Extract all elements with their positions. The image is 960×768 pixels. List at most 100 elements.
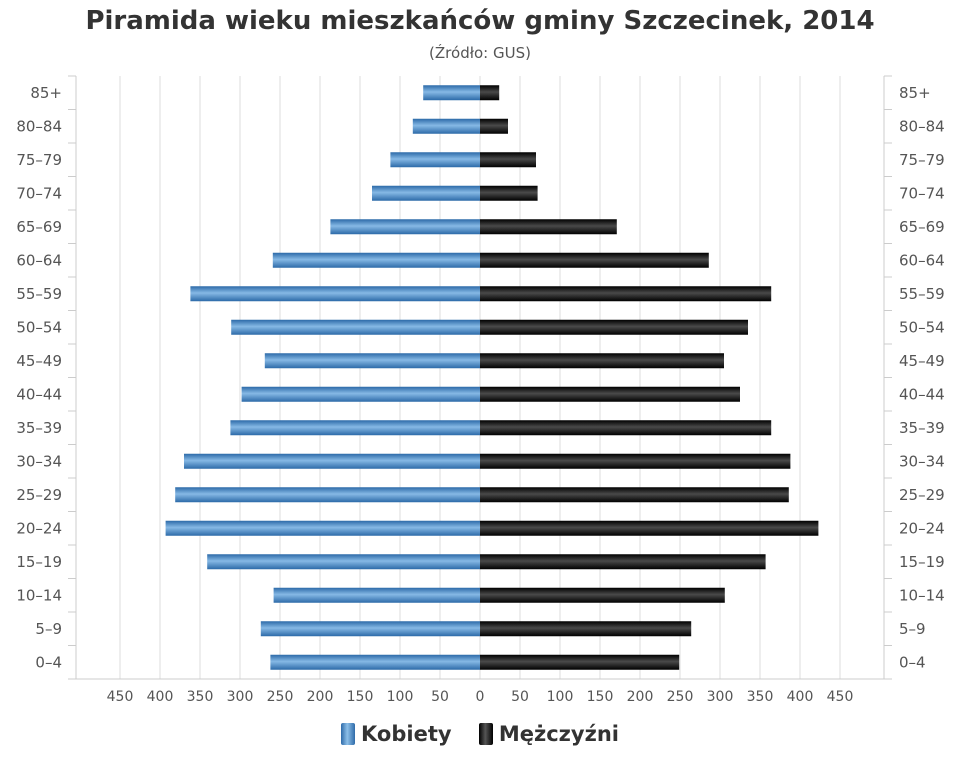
category-label-right: 0–4 [899, 653, 926, 671]
category-label-right: 40–44 [899, 385, 945, 403]
category-label-right: 55–59 [899, 285, 945, 303]
category-label-left: 30–34 [16, 452, 62, 470]
bar-mezczyzni [480, 654, 680, 670]
category-label-left: 50–54 [16, 318, 62, 336]
x-tick-label: 400 [787, 689, 814, 705]
bar-kobiety [272, 252, 480, 268]
category-label-left: 40–44 [16, 385, 62, 403]
bar-mezczyzni [480, 353, 724, 369]
category-label-left: 80–84 [16, 117, 62, 135]
bar-mezczyzni [480, 286, 772, 302]
category-label-left: 5–9 [35, 620, 62, 638]
x-tick-label: 150 [347, 689, 374, 705]
category-label-left: 35–39 [16, 419, 62, 437]
bar-mezczyzni [480, 386, 740, 402]
bar-kobiety [260, 621, 480, 637]
legend-swatch-mezczyzni [478, 723, 493, 745]
bar-kobiety [264, 353, 480, 369]
x-tick-label: 0 [476, 689, 485, 705]
bar-mezczyzni [480, 487, 789, 503]
category-label-left: 55–59 [16, 285, 62, 303]
category-label-left: 0–4 [35, 653, 62, 671]
category-label-left: 75–79 [16, 151, 62, 169]
bar-mezczyzni [480, 554, 766, 570]
bars [165, 85, 819, 670]
category-label-left: 15–19 [16, 553, 62, 571]
x-tick-label: 50 [511, 689, 529, 705]
x-tick-label: 200 [627, 689, 654, 705]
x-tick-label: 450 [827, 689, 854, 705]
category-label-right: 60–64 [899, 251, 945, 269]
x-tick-label: 350 [747, 689, 774, 705]
category-label-right: 45–49 [899, 352, 945, 370]
category-label-left: 45–49 [16, 352, 62, 370]
bar-mezczyzni [480, 219, 617, 235]
category-label-right: 70–74 [899, 184, 945, 202]
bar-mezczyzni [480, 621, 692, 637]
bar-mezczyzni [480, 453, 791, 469]
bar-kobiety [330, 219, 480, 235]
legend-swatch-kobiety [341, 723, 356, 745]
category-label-left: 70–74 [16, 184, 62, 202]
x-tick-label: 350 [187, 689, 214, 705]
x-tick-label: 100 [387, 689, 414, 705]
category-label-right: 35–39 [899, 419, 945, 437]
bar-kobiety [412, 118, 480, 134]
bar-kobiety [241, 386, 480, 402]
category-label-right: 10–14 [899, 586, 945, 604]
category-label-right: 65–69 [899, 218, 945, 236]
legend-label-kobiety: Kobiety [361, 722, 452, 746]
chart-plot: 450 400 350 300 250 200 150 100 50 0 50 100 150 200 25… [16, 75, 945, 705]
bar-mezczyzni [480, 152, 536, 168]
bar-kobiety [165, 520, 480, 536]
category-label-left: 20–24 [16, 519, 62, 537]
category-label-right: 50–54 [899, 318, 945, 336]
x-tick-label: 400 [147, 689, 174, 705]
x-tick-label: 300 [227, 689, 254, 705]
category-label-left: 25–29 [16, 486, 62, 504]
bar-mezczyzni [480, 252, 709, 268]
category-label-left: 65–69 [16, 218, 62, 236]
category-label-left: 10–14 [16, 586, 62, 604]
bar-kobiety [270, 654, 480, 670]
x-tick-label: 250 [267, 689, 294, 705]
bar-kobiety [390, 152, 480, 168]
bar-mezczyzni [480, 587, 725, 603]
category-label-right: 75–79 [899, 151, 945, 169]
bar-kobiety [423, 85, 480, 101]
category-label-right: 80–84 [899, 117, 945, 135]
bar-kobiety [207, 554, 480, 570]
category-label-right: 85+ [899, 84, 931, 102]
chart-title: Piramida wieku mieszkańców gminy Szczeci… [85, 6, 875, 36]
bar-mezczyzni [480, 420, 772, 436]
bar-mezczyzni [480, 520, 819, 536]
bar-kobiety [175, 487, 480, 503]
bar-mezczyzni [480, 185, 538, 201]
legend-item-kobiety[interactable]: Kobiety [341, 722, 452, 746]
x-tick-label: 150 [587, 689, 614, 705]
x-tick-label: 50 [431, 689, 449, 705]
category-label-right: 15–19 [899, 553, 945, 571]
bar-kobiety [190, 286, 480, 302]
category-label-right: 30–34 [899, 452, 945, 470]
category-label-left: 60–64 [16, 251, 62, 269]
x-tick-label: 100 [547, 689, 574, 705]
chart-subtitle: (Źródło: GUS) [429, 44, 531, 62]
labels: 450 400 350 300 250 200 150 100 50 0 50 100 150 200 25… [16, 84, 944, 705]
legend: Kobiety Mężczyźni [0, 722, 960, 750]
category-label-right: 20–24 [899, 519, 945, 537]
bar-kobiety [231, 319, 480, 335]
bar-mezczyzni [480, 85, 500, 101]
bar-kobiety [372, 185, 480, 201]
legend-item-mezczyzni[interactable]: Mężczyźni [478, 722, 619, 746]
bar-kobiety [230, 420, 480, 436]
grid-lines [119, 76, 841, 679]
bar-mezczyzni [480, 118, 508, 134]
bar-kobiety [273, 587, 480, 603]
bar-kobiety [184, 453, 480, 469]
category-label-right: 5–9 [899, 620, 926, 638]
x-tick-label: 450 [107, 689, 134, 705]
bar-mezczyzni [480, 319, 748, 335]
x-tick-label: 300 [707, 689, 734, 705]
legend-label-mezczyzni: Mężczyźni [498, 722, 619, 746]
